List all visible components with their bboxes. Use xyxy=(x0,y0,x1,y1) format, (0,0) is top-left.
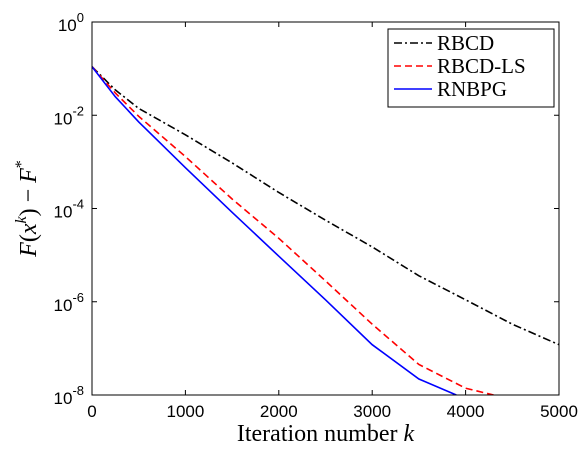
y-tick-label: 10-8 xyxy=(54,383,84,408)
y-axis-title: F(xk) − F* xyxy=(13,160,42,258)
x-tick-label: 4000 xyxy=(447,402,485,421)
y-tick-label: 10-4 xyxy=(54,197,84,222)
series-line-rbcd xyxy=(92,66,559,346)
legend-label-rnbpg: RNBPG xyxy=(437,77,507,101)
x-tick-label: 3000 xyxy=(353,402,391,421)
legend-label-rbcd: RBCD xyxy=(437,31,494,55)
x-tick-label: 2000 xyxy=(260,402,298,421)
x-tick-label: 5000 xyxy=(540,402,578,421)
legend-label-rbcd-ls: RBCD-LS xyxy=(437,54,526,78)
y-tick-label: 10-2 xyxy=(54,103,84,128)
series-line-rnbpg xyxy=(92,66,457,395)
series-layer xyxy=(92,66,559,395)
plot-area xyxy=(92,66,559,395)
y-tick-label: 100 xyxy=(58,10,84,35)
x-tick-label: 0 xyxy=(87,402,96,421)
series-line-rbcd-ls xyxy=(92,66,494,395)
axes-box xyxy=(91,21,560,396)
y-tick-label: 10-6 xyxy=(54,290,84,315)
ticks-layer: 0 1000 2000 3000 4000 5000 100 10-2 10-4 10-6 10-8 xyxy=(54,10,578,421)
legend-box xyxy=(387,28,555,108)
x-tick-label: 1000 xyxy=(166,402,204,421)
x-axis-title: Iteration number k xyxy=(237,421,415,447)
